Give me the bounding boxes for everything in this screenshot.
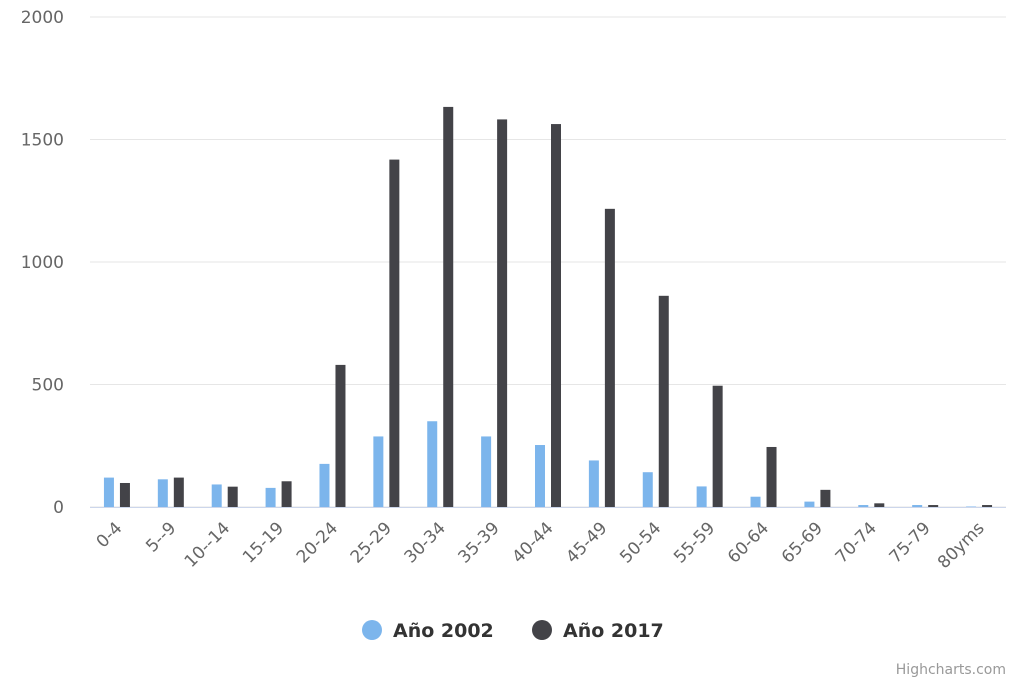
legend-item-ano-2002[interactable]: Año 2002 xyxy=(362,620,494,642)
y-tick-label: 0 xyxy=(53,498,64,518)
bar-ano-2017[interactable] xyxy=(443,106,454,507)
x-tick-label: 30-34 xyxy=(401,518,450,567)
x-tick-label: 0-4 xyxy=(93,518,127,552)
y-tick-label: 500 xyxy=(32,376,64,396)
bar-ano-2017[interactable] xyxy=(658,295,669,507)
bar-ano-2017[interactable] xyxy=(604,208,615,507)
x-tick-label: 25-29 xyxy=(347,518,396,567)
bar-ano-2017[interactable] xyxy=(551,124,561,507)
bar-ano-2002[interactable] xyxy=(535,445,545,507)
bar-ano-2002[interactable] xyxy=(588,460,599,507)
x-tick-label: 5--9 xyxy=(142,518,180,556)
bar-ano-2017[interactable] xyxy=(874,503,885,507)
bar-ano-2017[interactable] xyxy=(497,119,508,507)
y-tick-label: 1500 xyxy=(21,131,64,151)
bar-ano-2017[interactable] xyxy=(173,477,184,507)
bar-ano-2002[interactable] xyxy=(696,486,707,507)
x-tick-label: 70-74 xyxy=(832,518,881,567)
legend-symbol xyxy=(362,620,382,640)
bar-ano-2002[interactable] xyxy=(319,463,330,507)
bar-ano-2002[interactable] xyxy=(373,436,384,507)
bar-ano-2017[interactable] xyxy=(712,385,723,507)
bar-ano-2017[interactable] xyxy=(389,159,400,507)
legend-label: Año 2002 xyxy=(393,620,494,642)
bar-ano-2017[interactable] xyxy=(119,482,130,507)
bar-ano-2002[interactable] xyxy=(750,496,761,507)
bar-ano-2002[interactable] xyxy=(265,487,276,507)
legend-label: Año 2017 xyxy=(563,620,664,642)
bar-ano-2002[interactable] xyxy=(103,477,114,507)
x-tick-label: 45-49 xyxy=(562,518,611,567)
y-tick-label: 1000 xyxy=(21,253,64,273)
bar-ano-2017[interactable] xyxy=(227,486,238,507)
x-tick-label: 35-39 xyxy=(455,518,504,567)
bar-ano-2002[interactable] xyxy=(912,505,923,507)
x-axis: 0-4 5--9 10--14 15-19 20-24 25-29 30-34 35-39 40… xyxy=(90,507,1006,573)
bar-ano-2002[interactable] xyxy=(858,505,869,507)
bar-ano-2002[interactable] xyxy=(804,501,815,507)
credits-label[interactable]: Highcharts.com xyxy=(896,662,1006,678)
bar-ano-2002[interactable] xyxy=(427,421,438,507)
bar-ano-2002[interactable] xyxy=(157,479,168,507)
bar-ano-2017[interactable] xyxy=(820,489,831,507)
legend-symbol xyxy=(532,620,552,640)
grid-lines xyxy=(90,16,1006,508)
bar-ano-2002[interactable] xyxy=(211,484,222,507)
bar-ano-2017[interactable] xyxy=(928,505,939,507)
x-tick-label: 75-79 xyxy=(886,518,935,567)
x-tick-label: 40-44 xyxy=(508,518,557,567)
x-tick-label: 65-69 xyxy=(778,518,827,567)
x-tick-label: 15-19 xyxy=(239,518,288,567)
y-tick-label: 2000 xyxy=(21,8,64,28)
x-tick-label: 80yms xyxy=(934,518,989,573)
bar-ano-2017[interactable] xyxy=(982,505,993,507)
bar-ano-2017[interactable] xyxy=(335,364,346,507)
x-tick-label: 60-64 xyxy=(724,518,773,567)
x-tick-label: 55-59 xyxy=(670,518,719,567)
x-tick-label: 10--14 xyxy=(181,518,234,571)
plot-area xyxy=(103,106,993,507)
x-tick-label: 50-54 xyxy=(616,518,665,567)
legend: Año 2002 Año 2017 xyxy=(362,620,664,642)
legend-item-ano-2017[interactable]: Año 2017 xyxy=(532,620,664,642)
x-tick-label: 20-24 xyxy=(293,518,342,567)
bar-ano-2017[interactable] xyxy=(766,446,777,507)
bar-ano-2017[interactable] xyxy=(281,481,292,507)
bar-ano-2002[interactable] xyxy=(642,472,653,507)
y-axis: 0 500 1000 1500 2000 xyxy=(21,8,64,518)
bar-ano-2002[interactable] xyxy=(481,436,492,507)
